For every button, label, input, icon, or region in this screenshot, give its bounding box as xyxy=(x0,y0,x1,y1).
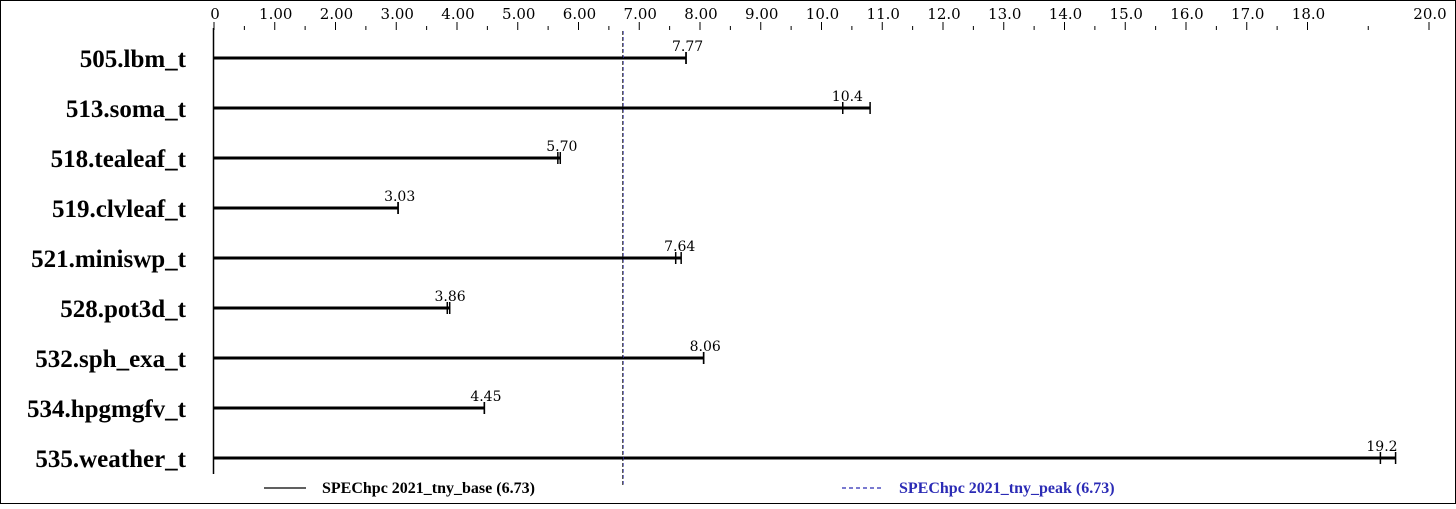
bar-row-513.soma_t: 513.soma_t 10.4 xyxy=(66,89,871,123)
benchmark-label: 528.pot3d_t xyxy=(60,296,186,323)
x-tick-label: 9.00 xyxy=(745,5,778,23)
x-tick-label: 13.0 xyxy=(988,5,1021,23)
benchmark-label: 519.clvleaf_t xyxy=(52,196,187,223)
legend: SPEChpc 2021_tny_base (6.73) SPEChpc 2021… xyxy=(264,480,1115,497)
x-axis-ticks: 0 1.00 2.00 3.00 4.00 5.00 6.00 7.00 8.00 9.00 10.… xyxy=(210,5,1447,30)
x-tick-label: 17.0 xyxy=(1231,5,1264,23)
x-tick-label: 16.0 xyxy=(1170,5,1203,23)
bar-row-535.weather_t: 535.weather_t 19.2 xyxy=(35,439,1397,473)
benchmark-label: 518.tealeaf_t xyxy=(51,146,187,173)
x-tick-label: 0 xyxy=(210,5,220,23)
benchmark-label: 513.soma_t xyxy=(66,96,187,123)
legend-base-label: SPEChpc 2021_tny_base (6.73) xyxy=(322,480,535,497)
legend-peak-label: SPEChpc 2021_tny_peak (6.73) xyxy=(899,480,1115,497)
value-label: 5.70 xyxy=(546,139,577,155)
reference-lines xyxy=(622,31,624,486)
bar-row-505.lbm_t: 505.lbm_t 7.77 xyxy=(80,39,703,73)
x-tick-label: 6.00 xyxy=(563,5,596,23)
benchmark-label: 534.hpgmgfv_t xyxy=(27,396,187,423)
x-tick-label: 7.00 xyxy=(624,5,657,23)
bar-row-518.tealeaf_t: 518.tealeaf_t 5.70 xyxy=(51,139,578,173)
x-tick-label: 4.00 xyxy=(441,5,474,23)
benchmark-label: 505.lbm_t xyxy=(80,46,187,73)
bar-row-532.sph_exa_t: 532.sph_exa_t 8.06 xyxy=(35,339,721,373)
x-tick-label: 14.0 xyxy=(1049,5,1082,23)
x-tick-label: 18.0 xyxy=(1292,5,1325,23)
benchmark-label: 521.miniswp_t xyxy=(31,246,187,273)
benchmark-label: 532.sph_exa_t xyxy=(35,346,186,373)
x-tick-label: 3.00 xyxy=(381,5,414,23)
x-tick-label: 2.00 xyxy=(320,5,353,23)
x-tick-label: 20.0 xyxy=(1413,5,1446,23)
x-tick-label: 10.0 xyxy=(806,5,839,23)
bar-row-519.clvleaf_t: 519.clvleaf_t 3.03 xyxy=(52,189,415,223)
x-tick-label: 8.00 xyxy=(684,5,717,23)
x-tick-label: 15.0 xyxy=(1110,5,1143,23)
x-tick-label: 5.00 xyxy=(502,5,535,23)
x-tick-label: 12.0 xyxy=(927,5,960,23)
value-label: 3.03 xyxy=(384,189,415,205)
bar-row-534.hpgmgfv_t: 534.hpgmgfv_t 4.45 xyxy=(27,389,502,423)
x-tick-label: 1.00 xyxy=(259,5,292,23)
value-label: 7.77 xyxy=(672,39,703,55)
value-label: 19.2 xyxy=(1366,439,1397,455)
bars: 505.lbm_t 7.77 513.soma_t 10.4 518.tealeaf_t… xyxy=(27,39,1398,473)
value-label: 4.45 xyxy=(470,389,501,405)
x-tick-label: 11.0 xyxy=(867,5,900,23)
bar-row-521.miniswp_t: 521.miniswp_t 7.64 xyxy=(31,239,695,273)
value-label: 10.4 xyxy=(832,89,863,105)
value-label: 3.86 xyxy=(434,289,465,305)
bar-row-528.pot3d_t: 528.pot3d_t 3.86 xyxy=(60,289,465,323)
value-label: 8.06 xyxy=(690,339,721,355)
benchmark-label: 535.weather_t xyxy=(35,446,186,473)
value-label: 7.64 xyxy=(664,239,695,255)
